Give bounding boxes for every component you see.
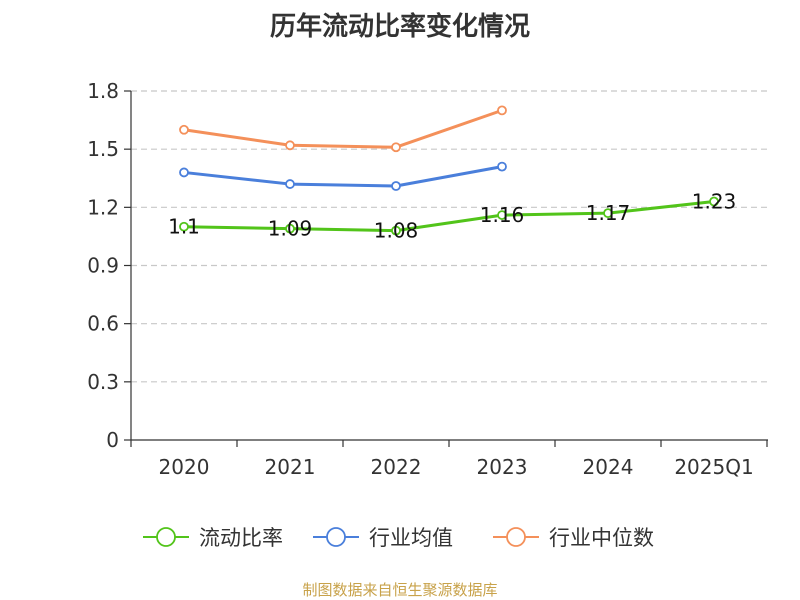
y-tick-label: 0.6	[87, 312, 119, 336]
legend-label: 流动比率	[199, 526, 283, 550]
legend-item-2[interactable]: 行业中位数	[493, 526, 654, 550]
data-point-0[interactable]	[709, 196, 719, 207]
axes: 0 0.3 0.6 0.9 1.2 1.5 1.8 2020 2021 2022 2023 2024 2…	[87, 79, 768, 479]
data-point-1[interactable]	[497, 161, 507, 172]
data-point-1[interactable]	[391, 181, 401, 191]
source-note: 制图数据来自恒生聚源数据库	[302, 581, 498, 599]
x-tick-label: 2025Q1	[674, 455, 753, 479]
data-point-2[interactable]	[285, 140, 295, 151]
data-label: 1.1	[168, 215, 200, 239]
data-point-1[interactable]	[285, 179, 295, 189]
series-line-2	[183, 108, 503, 149]
data-label: 1.17	[586, 201, 631, 225]
data-labels: 1.1 1.09 1.08 1.16 1.17 1.23	[168, 190, 736, 243]
legend-swatch-marker	[506, 527, 526, 547]
data-label: 1.16	[480, 203, 525, 227]
data-point-1[interactable]	[179, 167, 189, 178]
data-point-2[interactable]	[391, 142, 401, 153]
data-point-0[interactable]	[391, 225, 401, 236]
data-label: 1.23	[692, 190, 737, 214]
y-tick-label: 1.5	[87, 137, 119, 161]
legend-swatch-marker	[326, 527, 346, 547]
y-tick-label: 0.3	[87, 370, 119, 394]
series-lines	[179, 105, 719, 236]
legend[interactable]: 流动比率 行业均值 行业中位数	[143, 526, 654, 550]
legend-label: 行业均值	[369, 526, 453, 550]
legend-item-0[interactable]: 流动比率	[143, 526, 283, 550]
data-label: 1.09	[268, 217, 313, 241]
x-tick-label: 2020	[159, 455, 210, 479]
series-line-0	[183, 200, 715, 233]
legend-item-1[interactable]: 行业均值	[313, 526, 453, 550]
y-tick-label: 0	[106, 428, 119, 452]
chart-title: 历年流动比率变化情况	[269, 12, 530, 42]
series-line-1	[183, 165, 503, 188]
data-point-2[interactable]	[179, 124, 189, 135]
legend-swatch-marker	[156, 527, 176, 547]
x-tick-label: 2023	[477, 455, 528, 479]
data-point-0[interactable]	[285, 223, 295, 234]
x-tick-label: 2022	[371, 455, 422, 479]
data-label: 1.08	[374, 219, 419, 243]
data-point-0[interactable]	[603, 208, 613, 219]
data-point-0[interactable]	[179, 221, 189, 232]
x-tick-label: 2021	[265, 455, 316, 479]
legend-label: 行业中位数	[549, 526, 654, 550]
x-tick-label: 2024	[583, 455, 634, 479]
y-tick-label: 0.9	[87, 254, 119, 278]
y-tick-label: 1.2	[87, 195, 119, 219]
data-point-2[interactable]	[497, 105, 507, 116]
data-point-0[interactable]	[497, 210, 507, 220]
y-tick-label: 1.8	[87, 79, 119, 103]
